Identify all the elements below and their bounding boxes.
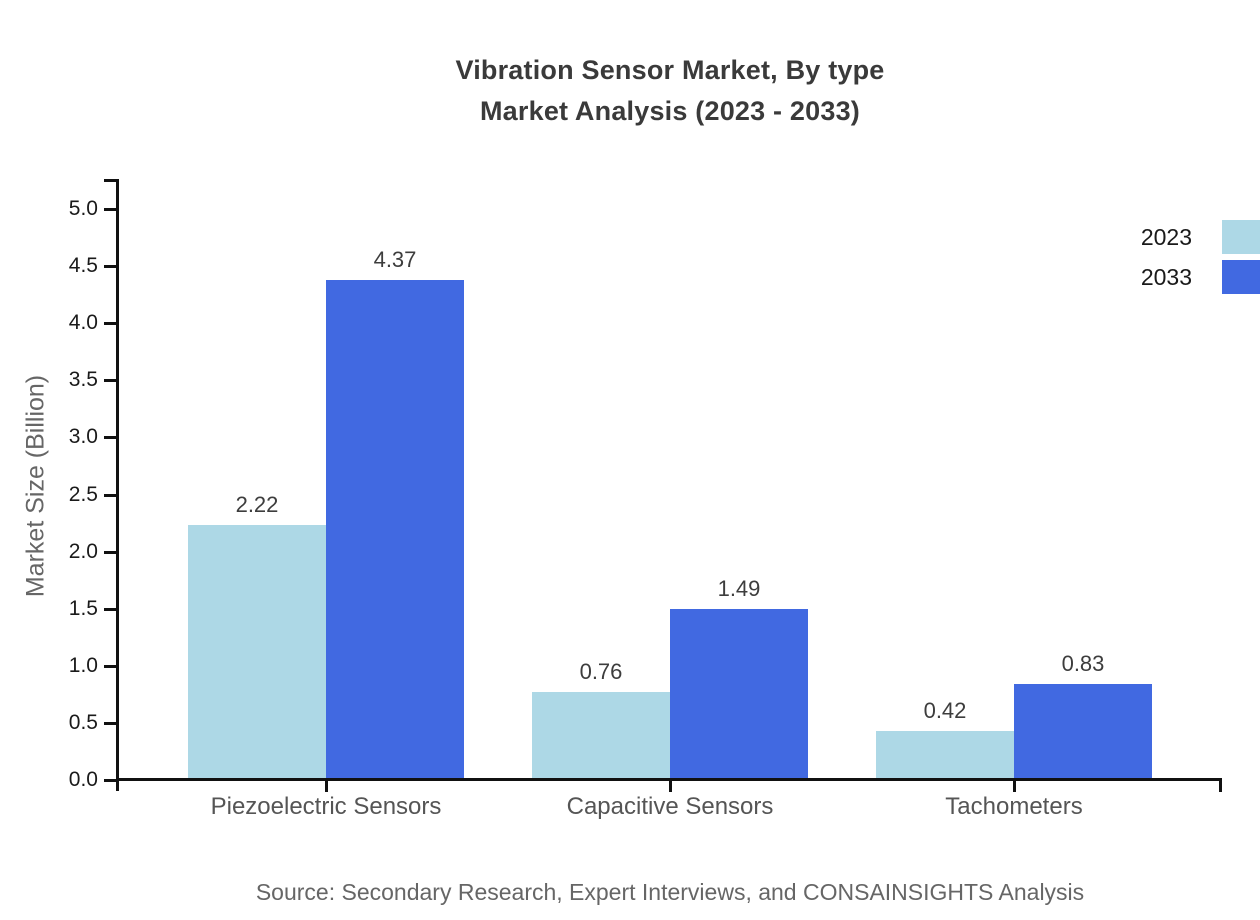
y-tick-label-3.5: 3.5 — [68, 368, 98, 392]
y-tick-5.0 — [104, 208, 116, 211]
chart-title-line2: Market Analysis (2023 - 2033) — [479, 96, 860, 126]
x-tick-tachometers — [1012, 781, 1016, 792]
y-tick-label-1.5: 1.5 — [68, 596, 98, 620]
value-label-2033-piezoelectric-sensors: 4.37 — [373, 246, 417, 272]
y-tick-2.5 — [104, 493, 116, 497]
chart-title: Vibration Sensor Market, By type Market … — [78, 50, 1260, 132]
value-label-2033-capacitive-sensors: 1.49 — [717, 575, 761, 601]
y-tick-label-4.5: 4.5 — [68, 254, 98, 278]
y-tick-3.5 — [104, 379, 116, 383]
legend-swatch-2033 — [1222, 260, 1260, 294]
y-tick-label-2.0: 2.0 — [68, 539, 98, 563]
value-label-2023-capacitive-sensors: 0.76 — [579, 659, 623, 685]
source-note: Source: Secondary Research, Expert Inter… — [255, 879, 1085, 905]
chart-title-line1: Vibration Sensor Market, By type — [455, 55, 885, 85]
category-label-tachometers: Tachometers — [945, 793, 1083, 820]
value-label-2023-tachometers: 0.42 — [923, 698, 967, 724]
legend: 2023 2033 — [1132, 220, 1260, 300]
y-tick-label-3.0: 3.0 — [68, 425, 98, 449]
bar-2023-tachometers — [876, 731, 1014, 779]
y-tick-label-0.5: 0.5 — [68, 710, 98, 734]
y-tick-4.0 — [104, 322, 116, 326]
legend-label-2033: 2033 — [1140, 264, 1192, 290]
bar-2023-capacitive-sensors — [532, 692, 670, 779]
x-axis-end-cap — [1219, 778, 1222, 792]
x-tick-piezoelectric-sensors — [324, 781, 328, 792]
bar-2033-tachometers — [1014, 684, 1152, 779]
category-label-capacitive-sensors: Capacitive Sensors — [566, 793, 774, 820]
bar-2023-piezoelectric-sensors — [188, 525, 326, 779]
y-tick-label-0.0: 0.0 — [68, 768, 98, 791]
y-axis-top-cap — [104, 179, 116, 182]
y-tick-0.0 — [104, 779, 116, 782]
y-tick-1.5 — [104, 607, 116, 611]
y-axis-line — [116, 179, 119, 791]
x-axis-line — [116, 778, 1222, 781]
bar-2033-piezoelectric-sensors — [326, 279, 464, 779]
y-tick-label-1.0: 1.0 — [68, 653, 98, 677]
y-tick-4.5 — [104, 265, 116, 269]
x-tick-capacitive-sensors — [668, 781, 672, 792]
y-tick-label-2.5: 2.5 — [68, 482, 98, 506]
value-label-2033-tachometers: 0.83 — [1061, 651, 1105, 677]
y-tick-2.0 — [104, 550, 116, 554]
legend-swatch-2023 — [1222, 220, 1260, 254]
y-tick-label-4.0: 4.0 — [68, 311, 98, 335]
category-label-piezoelectric-sensors: Piezoelectric Sensors — [210, 793, 442, 820]
legend-item-2033: 2033 — [1132, 260, 1260, 294]
bar-2033-capacitive-sensors — [670, 608, 808, 779]
y-tick-1.0 — [104, 664, 116, 668]
y-tick-3.0 — [104, 436, 116, 440]
y-tick-0.5 — [104, 721, 116, 725]
legend-label-2023: 2023 — [1140, 224, 1192, 250]
y-tick-label-5.0: 5.0 — [68, 197, 98, 220]
value-label-2023-piezoelectric-sensors: 2.22 — [235, 492, 279, 518]
legend-item-2023: 2023 — [1132, 220, 1260, 254]
